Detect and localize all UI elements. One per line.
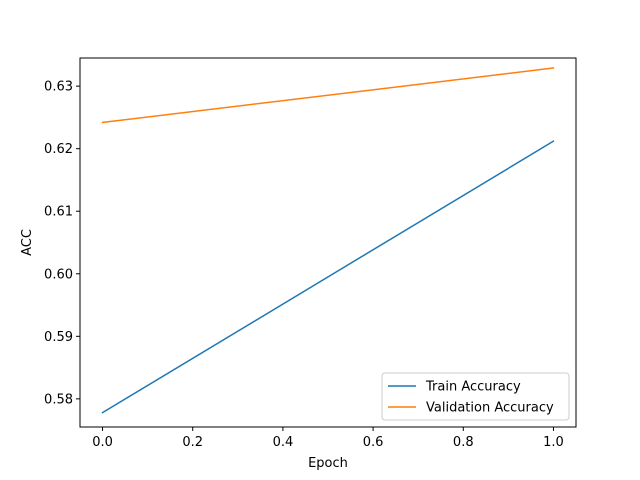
legend-label: Validation Accuracy (426, 401, 554, 416)
x-tick-label: 0.8 (453, 435, 474, 450)
x-tick-label: 0.6 (363, 435, 384, 450)
legend: Train Accuracy Validation Accuracy (381, 372, 570, 421)
x-tick-label: 0.2 (182, 435, 203, 450)
legend-label: Train Accuracy (425, 380, 521, 395)
series-line-1 (101, 140, 555, 414)
series-line-2 (101, 67, 555, 124)
y-axis-label: ACC (20, 229, 35, 256)
y-tick-label: 0.61 (44, 205, 73, 220)
y-tick-label: 0.59 (44, 330, 73, 345)
ticks-layer: 0.0 0.2 0.4 0.6 0.8 1.0 0.58 0.59 0.60 0.61 0.62 0.… (44, 80, 564, 450)
y-tick-label: 0.63 (44, 80, 73, 95)
x-tick-label: 0.4 (273, 435, 294, 450)
x-axis-label: Epoch (308, 456, 348, 471)
x-tick-label: 1.0 (543, 435, 564, 450)
y-tick-label: 0.60 (44, 267, 73, 282)
x-tick-label: 0.0 (92, 435, 113, 450)
plot-frame (79, 57, 577, 428)
series-layer (101, 67, 555, 414)
legend-box (381, 372, 570, 421)
y-tick-label: 0.58 (44, 392, 73, 407)
y-tick-label: 0.62 (44, 142, 73, 157)
